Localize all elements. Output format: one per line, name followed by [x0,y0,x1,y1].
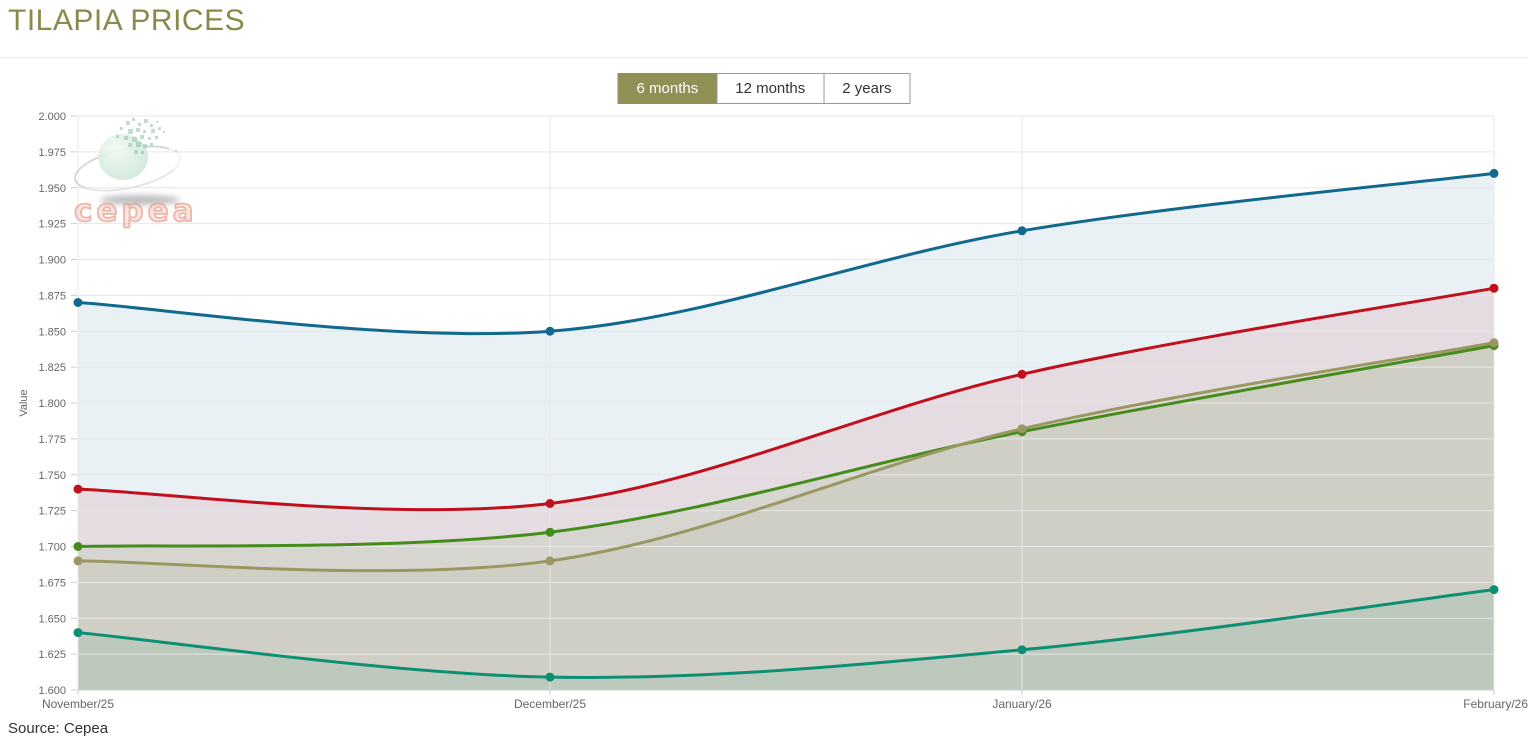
range-button-12-months[interactable]: 12 months [716,73,825,104]
y-tick-label: 1.875 [38,290,66,302]
y-tick-label: 1.825 [38,362,66,374]
series-line-olive [76,341,1496,573]
price-chart: 1.600 1.625 1.650 1.675 1.700 1.725 1.750 1.775… [18,111,1528,711]
series-line-green [76,344,1496,548]
page-title: TILAPIA PRICES [8,4,246,37]
y-tick-label: 1.725 [38,506,66,518]
y-tick-label: 1.925 [38,219,66,231]
series-line-blue [76,171,1496,336]
y-tick-label: 1.675 [38,577,66,589]
series-red-point-2[interactable] [1017,369,1027,379]
series-olive-point-1[interactable] [545,556,555,566]
series-teal-point-1[interactable] [545,672,555,682]
y-axis-title: Value [18,389,30,416]
series-line-red [76,286,1496,512]
x-tick-label: November/25 [42,697,114,711]
series-area-olive [78,342,1494,690]
range-button-2-years[interactable]: 2 years [823,73,911,104]
series-area-red [78,288,1494,690]
chart-svg: 1.600 1.625 1.650 1.675 1.700 1.725 1.750 1.775… [18,111,1528,711]
y-tick-label: 1.600 [38,685,66,697]
series-teal-point-3[interactable] [1489,585,1499,595]
series-olive-point-3[interactable] [1489,338,1499,348]
y-tick-label: 1.775 [38,434,66,446]
y-tick-label: 1.950 [38,183,66,195]
series-olive-point-2[interactable] [1017,424,1027,434]
range-button-6-months[interactable]: 6 months [617,73,718,104]
y-tick-label: 1.850 [38,326,66,338]
y-tick-label: 2.000 [38,111,66,123]
series-red-point-1[interactable] [545,499,555,508]
series-area-blue [78,173,1494,690]
series-line-teal [76,588,1496,679]
series-area-green [78,345,1494,690]
series-blue-point-1[interactable] [545,326,555,336]
series-area-teal [78,589,1494,690]
range-toolbar: 6 months 12 months 2 years [617,73,911,104]
x-tick-label: December/25 [514,697,586,711]
y-tick-label: 1.975 [38,147,66,159]
series-teal-point-0[interactable] [73,628,83,638]
series-green-point-1[interactable] [545,527,555,537]
series-green-point-0[interactable] [73,542,83,551]
source-label: Source: Cepea [8,720,109,737]
series-red-point-0[interactable] [73,484,83,494]
y-tick-label: 1.900 [38,255,66,267]
x-tick-label: February/26 [1463,697,1528,711]
y-tick-label: 1.800 [38,398,66,410]
x-tick-label: January/26 [992,697,1052,711]
y-tick-label: 1.625 [38,649,66,661]
series-blue-point-0[interactable] [73,298,83,307]
series-blue-point-3[interactable] [1489,168,1499,178]
y-tick-label: 1.750 [38,470,66,482]
y-tick-label: 1.700 [38,542,66,554]
series-olive-point-0[interactable] [73,556,83,566]
title-divider [0,57,1528,58]
series-blue-point-2[interactable] [1017,226,1027,236]
series-red-point-3[interactable] [1489,283,1499,293]
y-tick-label: 1.650 [38,613,66,625]
series-teal-point-2[interactable] [1017,645,1027,655]
